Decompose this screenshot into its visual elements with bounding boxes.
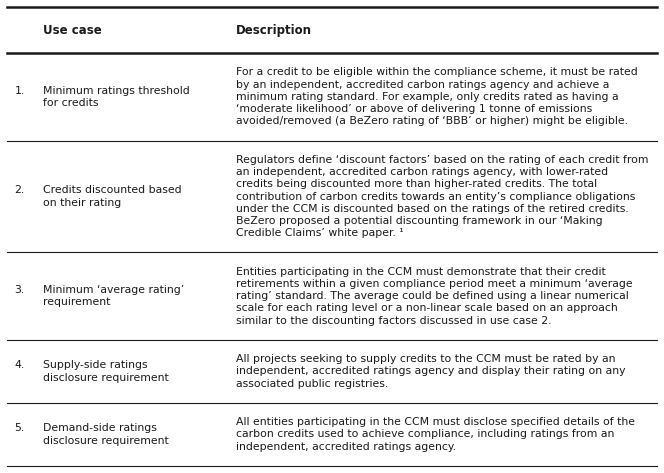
- Text: rating’ standard. The average could be defined using a linear numerical: rating’ standard. The average could be d…: [236, 291, 628, 301]
- Text: avoided/removed (a BeZero rating of ‘BBB’ or higher) might be eligible.: avoided/removed (a BeZero rating of ‘BBB…: [236, 116, 627, 126]
- Text: for credits: for credits: [43, 98, 99, 108]
- Text: disclosure requirement: disclosure requirement: [43, 373, 169, 383]
- Text: requirement: requirement: [43, 298, 110, 307]
- Text: Description: Description: [236, 24, 311, 36]
- Text: on their rating: on their rating: [43, 198, 122, 208]
- Text: All entities participating in the CCM must disclose specified details of the: All entities participating in the CCM mu…: [236, 417, 635, 427]
- Text: credits being discounted more than higher-rated credits. The total: credits being discounted more than highe…: [236, 179, 597, 189]
- Text: 4.: 4.: [15, 360, 25, 370]
- Text: Regulators define ‘discount factors’ based on the rating of each credit from: Regulators define ‘discount factors’ bas…: [236, 155, 648, 165]
- Text: All projects seeking to supply credits to the CCM must be rated by an: All projects seeking to supply credits t…: [236, 354, 616, 364]
- Text: ‘moderate likelihood’ or above of delivering 1 tonne of emissions: ‘moderate likelihood’ or above of delive…: [236, 104, 592, 114]
- Text: an independent, accredited carbon ratings agency, with lower-rated: an independent, accredited carbon rating…: [236, 167, 608, 177]
- Text: scale for each rating level or a non-linear scale based on an approach: scale for each rating level or a non-lin…: [236, 303, 618, 314]
- Text: BeZero proposed a potential discounting framework in our ‘Making: BeZero proposed a potential discounting …: [236, 216, 602, 226]
- Text: contribution of carbon credits towards an entity’s compliance obligations: contribution of carbon credits towards a…: [236, 192, 635, 201]
- Text: 2.: 2.: [15, 185, 25, 195]
- Text: Supply-side ratings: Supply-side ratings: [43, 360, 148, 370]
- Text: independent, accredited ratings agency and display their rating on any: independent, accredited ratings agency a…: [236, 367, 625, 377]
- Text: Demand-side ratings: Demand-side ratings: [43, 423, 157, 433]
- Text: 5.: 5.: [15, 423, 25, 433]
- Text: 3.: 3.: [15, 285, 25, 295]
- Text: Credits discounted based: Credits discounted based: [43, 185, 182, 195]
- Text: carbon credits used to achieve compliance, including ratings from an: carbon credits used to achieve complianc…: [236, 429, 614, 439]
- Text: Minimum ‘average rating’: Minimum ‘average rating’: [43, 285, 185, 295]
- Text: independent, accredited ratings agency.: independent, accredited ratings agency.: [236, 442, 456, 452]
- Text: similar to the discounting factors discussed in use case 2.: similar to the discounting factors discu…: [236, 315, 551, 325]
- Text: under the CCM is discounted based on the ratings of the retired credits.: under the CCM is discounted based on the…: [236, 204, 628, 214]
- Text: retirements within a given compliance period meet a minimum ‘average: retirements within a given compliance pe…: [236, 279, 632, 289]
- Text: Minimum ratings threshold: Minimum ratings threshold: [43, 86, 190, 96]
- Text: 1.: 1.: [15, 86, 25, 96]
- Text: Entities participating in the CCM must demonstrate that their credit: Entities participating in the CCM must d…: [236, 267, 606, 277]
- Text: Credible Claims’ white paper. ¹: Credible Claims’ white paper. ¹: [236, 228, 403, 238]
- Text: minimum rating standard. For example, only credits rated as having a: minimum rating standard. For example, on…: [236, 92, 618, 102]
- Text: Use case: Use case: [43, 24, 102, 36]
- Text: by an independent, accredited carbon ratings agency and achieve a: by an independent, accredited carbon rat…: [236, 79, 609, 90]
- Text: disclosure requirement: disclosure requirement: [43, 436, 169, 446]
- Text: For a credit to be eligible within the compliance scheme, it must be rated: For a credit to be eligible within the c…: [236, 68, 637, 78]
- Text: associated public registries.: associated public registries.: [236, 379, 388, 389]
